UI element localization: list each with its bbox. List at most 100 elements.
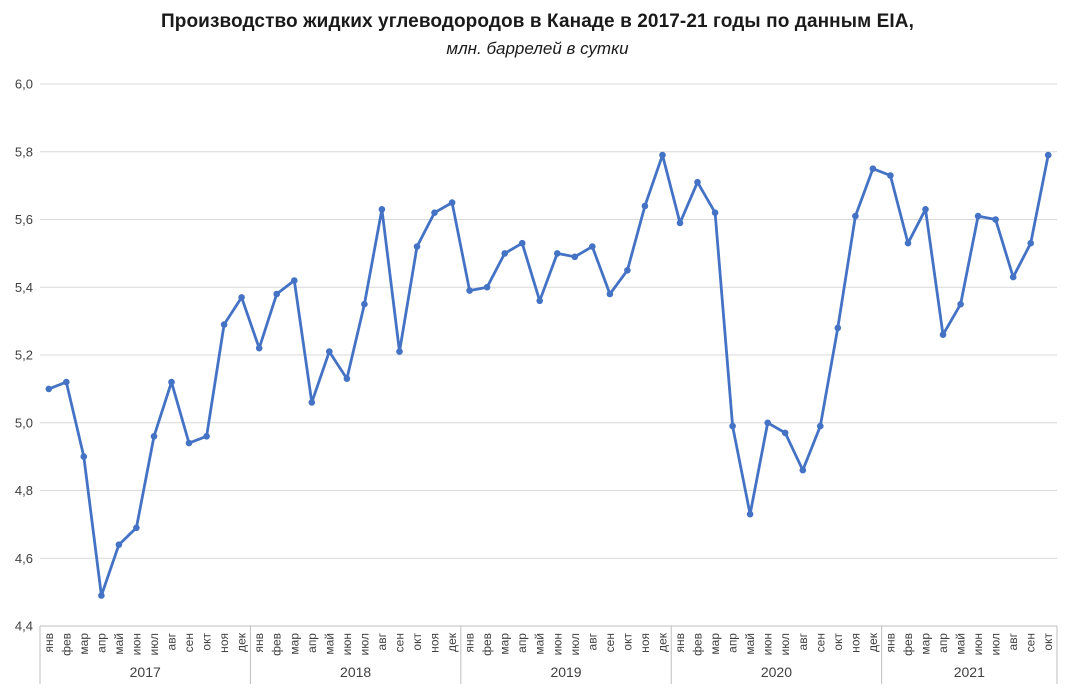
x-axis-month-label: мар xyxy=(918,633,932,655)
data-point-marker xyxy=(659,151,666,159)
x-axis-month-label: сен xyxy=(392,633,406,652)
x-axis-month-label: окт xyxy=(831,633,845,651)
data-point-marker xyxy=(834,324,842,332)
data-point-marker xyxy=(887,172,894,179)
x-axis-month-label: май xyxy=(322,633,336,655)
data-point-marker xyxy=(518,239,526,247)
y-axis-tick-label: 4,6 xyxy=(15,551,33,566)
data-point-marker xyxy=(922,206,929,213)
x-axis-month-label: июн xyxy=(971,633,985,655)
data-point-marker xyxy=(413,243,421,250)
data-point-marker xyxy=(273,290,281,298)
data-point-marker xyxy=(992,216,999,223)
x-axis-month-label: апр xyxy=(305,633,319,653)
x-axis-year-label: 2017 xyxy=(130,664,161,680)
data-point-marker xyxy=(746,510,754,518)
y-axis-tick-label: 4,8 xyxy=(15,483,33,498)
x-axis-month-label: ноя xyxy=(217,633,231,653)
data-point-marker xyxy=(150,433,158,440)
x-axis-month-label: апр xyxy=(936,633,950,653)
x-axis-month-label: май xyxy=(533,633,547,655)
x-axis-month-label: фев xyxy=(59,633,73,656)
data-point-marker xyxy=(729,422,736,430)
data-point-marker xyxy=(957,300,964,308)
x-axis-month-label: янв xyxy=(883,633,897,653)
x-axis-month-label: май xyxy=(112,633,126,655)
x-axis-month-label: окт xyxy=(620,633,634,651)
data-point-marker xyxy=(255,344,263,352)
x-axis-year-label: 2019 xyxy=(550,664,581,680)
data-point-marker xyxy=(817,422,824,430)
data-point-marker xyxy=(396,348,403,355)
x-axis-month-label: авг xyxy=(585,632,599,650)
x-axis-month-label: дек xyxy=(235,632,249,652)
data-point-marker xyxy=(361,300,368,308)
data-point-marker xyxy=(98,592,105,599)
x-axis-month-label: авг xyxy=(796,632,810,650)
x-axis-month-label: мар xyxy=(287,633,301,655)
x-axis-month-label: июл xyxy=(147,633,161,655)
data-point-marker xyxy=(1027,239,1034,247)
x-axis-month-label: окт xyxy=(410,633,424,651)
y-axis-tick-label: 5,6 xyxy=(15,212,33,227)
x-axis-month-label: июл xyxy=(357,633,371,655)
data-point-marker xyxy=(904,239,912,247)
data-point-marker xyxy=(799,466,807,474)
data-point-marker xyxy=(711,209,719,216)
x-axis-month-label: сен xyxy=(603,633,617,652)
x-axis-month-label: окт xyxy=(1041,633,1055,651)
x-axis-month-label: апр xyxy=(94,633,108,653)
data-point-marker xyxy=(606,290,614,298)
data-point-marker xyxy=(624,267,631,274)
data-point-marker xyxy=(203,433,210,440)
data-point-marker xyxy=(974,212,982,220)
data-point-marker xyxy=(764,419,771,427)
data-point-marker xyxy=(238,294,245,301)
data-point-marker xyxy=(115,541,123,548)
x-axis-month-label: ноя xyxy=(428,633,442,653)
x-axis-month-label: янв xyxy=(673,633,687,653)
data-point-marker xyxy=(133,524,140,532)
x-axis-year-label: 2020 xyxy=(761,664,792,680)
data-point-marker xyxy=(536,297,543,305)
x-axis-month-label: июл xyxy=(989,633,1003,655)
x-axis-month-label: авг xyxy=(1006,632,1020,650)
x-axis-month-label: окт xyxy=(200,633,214,651)
x-axis-month-label: апр xyxy=(726,633,740,653)
x-axis-month-label: фев xyxy=(901,633,915,656)
data-point-marker xyxy=(448,199,456,206)
x-axis-month-label: сен xyxy=(813,633,827,652)
x-axis-month-label: фев xyxy=(480,633,494,656)
x-axis-month-label: авг xyxy=(165,632,179,650)
y-axis-tick-label: 5,2 xyxy=(15,348,33,363)
data-point-marker xyxy=(589,243,596,250)
data-point-marker xyxy=(781,429,789,437)
data-point-marker xyxy=(694,178,701,186)
data-point-marker xyxy=(939,331,947,339)
x-axis-month-label: ноя xyxy=(638,633,652,653)
production-series-line xyxy=(47,153,1050,597)
chart-title: Производство жидких углеводородов в Кана… xyxy=(161,11,914,32)
x-axis-month-label: дек xyxy=(655,632,669,652)
x-axis-month-label: сен xyxy=(182,633,196,652)
y-axis-tick-label: 5,0 xyxy=(15,415,33,430)
chart-subtitle: млн. баррелей в сутки xyxy=(446,39,629,58)
data-point-marker xyxy=(1044,151,1052,159)
x-axis-month-label: май xyxy=(743,633,757,655)
data-point-marker xyxy=(80,453,88,460)
x-axis-month-label: янв xyxy=(463,633,477,653)
y-axis-tick-label: 4,4 xyxy=(15,619,33,634)
data-point-marker xyxy=(308,399,316,406)
data-point-marker xyxy=(676,219,684,227)
data-point-marker xyxy=(1009,273,1017,281)
data-point-marker xyxy=(554,250,561,257)
data-point-marker xyxy=(378,206,386,213)
data-point-marker xyxy=(220,321,228,328)
x-axis-month-label: янв xyxy=(252,633,266,653)
x-axis-month-label: авг xyxy=(375,632,389,650)
x-axis-month-label: июн xyxy=(550,633,564,655)
data-point-marker xyxy=(501,250,509,257)
x-axis-month-label: июл xyxy=(568,633,582,655)
data-point-marker xyxy=(343,375,351,383)
